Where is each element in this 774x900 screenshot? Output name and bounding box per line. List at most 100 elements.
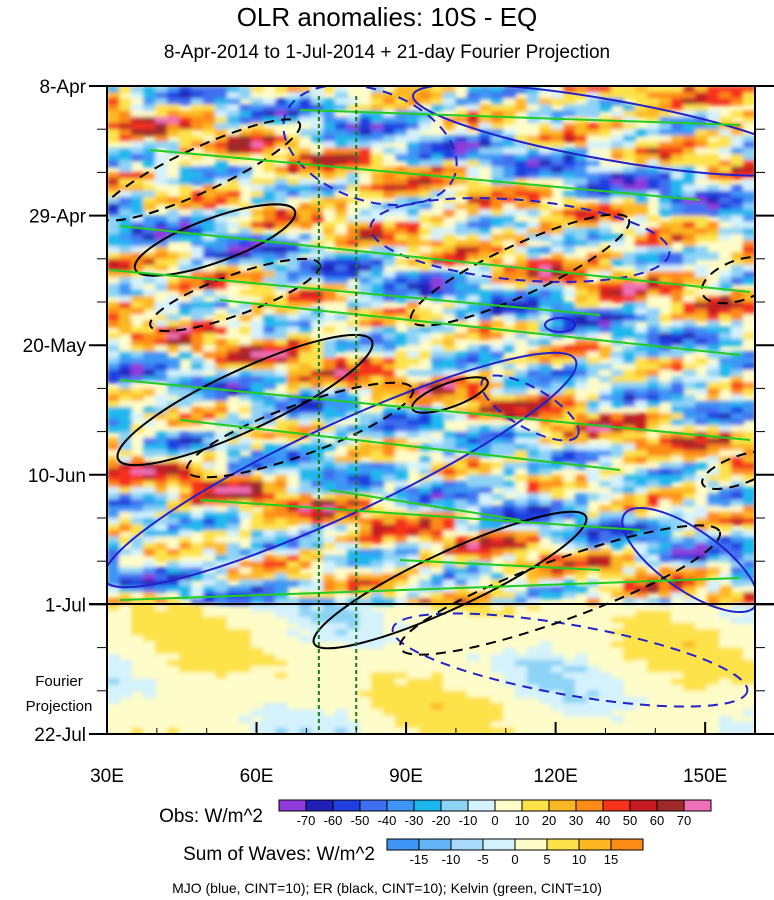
field-cell <box>599 197 612 205</box>
field-cell <box>455 715 468 723</box>
field-cell <box>731 629 744 637</box>
field-cell <box>347 443 360 452</box>
field-cell <box>179 92 192 100</box>
field-cell <box>251 308 264 316</box>
field-cell <box>419 227 432 236</box>
field-cell <box>143 431 156 439</box>
field-cell <box>107 227 120 236</box>
field-cell <box>239 548 252 557</box>
field-cell <box>731 425 744 433</box>
field-cell <box>407 215 420 223</box>
field-cell <box>275 425 288 433</box>
field-cell <box>179 376 192 384</box>
colorbar-tick-label: 10 <box>572 852 586 867</box>
field-cell <box>695 351 708 359</box>
field-cell <box>155 172 168 180</box>
field-cell <box>443 672 456 680</box>
field-cell <box>419 240 432 248</box>
colorbar-box <box>386 838 420 851</box>
field-cell <box>179 110 192 118</box>
field-cell <box>179 160 192 168</box>
field-cell <box>479 215 492 223</box>
field-cell <box>719 203 732 211</box>
field-cell <box>371 184 384 192</box>
field-cell <box>539 690 552 698</box>
field-cell <box>719 524 732 532</box>
field-cell <box>467 721 480 729</box>
field-cell <box>215 246 228 254</box>
field-cell <box>695 265 708 273</box>
field-cell <box>263 190 276 199</box>
field-cell <box>239 598 252 606</box>
er-contour <box>701 450 755 490</box>
field-cell <box>239 635 252 643</box>
field-cell <box>287 406 300 415</box>
field-cell <box>131 190 144 199</box>
field-cell <box>683 141 696 149</box>
field-cell <box>599 252 612 260</box>
field-cell <box>419 92 432 100</box>
field-cell <box>347 221 360 229</box>
field-cell <box>191 252 204 260</box>
field-cell <box>515 598 528 606</box>
field-cell <box>383 456 396 464</box>
field-cell <box>287 92 300 100</box>
field-cell <box>491 468 504 476</box>
field-cell <box>407 592 420 600</box>
field-cell <box>611 209 624 217</box>
field-cell <box>143 252 156 260</box>
field-cell <box>395 431 408 439</box>
field-cell <box>599 314 612 322</box>
field-cell <box>503 277 516 285</box>
field-cell <box>287 153 300 162</box>
field-cell <box>611 419 624 427</box>
field-cell <box>443 135 456 143</box>
field-cell <box>695 437 708 445</box>
field-cell <box>455 394 468 402</box>
field-cell <box>719 295 732 303</box>
field-cell <box>743 258 755 266</box>
field-cell <box>299 215 312 223</box>
field-cell <box>455 598 468 606</box>
field-cell <box>695 548 708 557</box>
field-cell <box>563 567 576 575</box>
field-cell <box>191 369 204 378</box>
field-cell <box>551 450 564 458</box>
field-cell <box>659 437 672 445</box>
field-cell <box>527 302 540 310</box>
field-cell <box>707 481 720 489</box>
field-cell <box>491 715 504 723</box>
field-cell <box>359 258 372 266</box>
field-cell <box>335 203 348 211</box>
field-cell <box>731 413 744 421</box>
field-cell <box>443 92 456 100</box>
field-cell <box>551 672 564 680</box>
field-cell <box>335 474 348 482</box>
field-cell <box>599 141 612 149</box>
field-cell <box>215 653 228 661</box>
field-cell <box>215 622 228 631</box>
field-cell <box>491 320 504 328</box>
field-cell <box>323 400 336 408</box>
field-cell <box>695 641 708 649</box>
field-cell <box>143 610 156 618</box>
field-cell <box>587 703 600 711</box>
field-cell <box>599 487 612 495</box>
field-cell <box>227 382 240 390</box>
field-cell <box>455 585 468 594</box>
field-cell <box>623 653 636 661</box>
field-cell <box>707 493 720 501</box>
field-cell <box>695 203 708 211</box>
field-cell <box>743 462 755 470</box>
field-cell <box>395 715 408 723</box>
field-cell <box>335 388 348 396</box>
field-cell <box>455 443 468 452</box>
field-cell <box>335 629 348 637</box>
field-cell <box>107 518 120 526</box>
field-cell <box>635 518 648 526</box>
field-cell <box>539 419 552 427</box>
field-cell <box>443 555 456 563</box>
field-cell <box>623 518 636 526</box>
field-cell <box>491 197 504 205</box>
field-cell <box>191 413 204 421</box>
